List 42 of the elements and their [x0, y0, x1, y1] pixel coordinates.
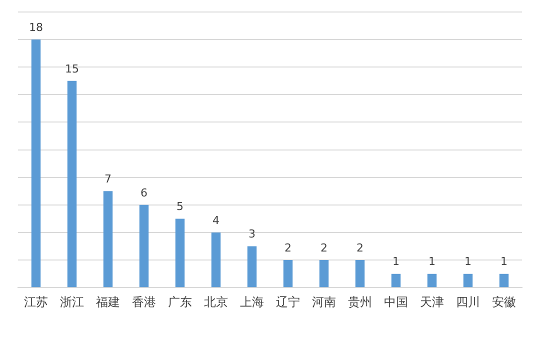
bar: [427, 274, 437, 288]
x-tick-label: 江苏: [24, 294, 48, 309]
x-tick-label: 河南: [312, 294, 336, 309]
x-tick-label: 安徽: [492, 294, 516, 309]
data-label: 2: [356, 241, 364, 254]
x-tick-label: 贵州: [348, 294, 372, 309]
data-label: 3: [248, 228, 256, 241]
bar: [175, 218, 185, 288]
data-label: 1: [428, 255, 436, 268]
x-tick-label: 浙江: [60, 294, 84, 309]
bar: [283, 260, 293, 288]
bar: [247, 246, 257, 288]
data-label: 5: [176, 200, 184, 214]
data-label: 1: [392, 255, 400, 268]
x-tick-label: 香港: [132, 294, 156, 309]
x-tick-label: 广东: [168, 294, 192, 309]
data-label: 4: [212, 214, 220, 227]
bar: [355, 260, 365, 288]
data-label: 18: [29, 20, 43, 34]
data-label: 1: [500, 255, 508, 268]
bar: [139, 204, 149, 288]
data-label: 2: [284, 241, 292, 254]
data-label: 15: [65, 62, 79, 76]
bar: [391, 274, 401, 288]
bar: [103, 191, 113, 288]
bar: [319, 260, 329, 288]
x-tick-label: 四川: [456, 294, 480, 309]
bar: [31, 40, 41, 288]
x-tick-label: 福建: [96, 294, 120, 309]
x-tick-label: 天津: [420, 294, 444, 309]
x-tick-label: 辽宁: [276, 294, 300, 309]
bar: [463, 274, 473, 288]
data-label: 1: [464, 255, 472, 268]
x-tick-label: 中国: [384, 294, 408, 309]
x-tick-label: 上海: [240, 294, 264, 309]
data-label: 2: [320, 241, 328, 254]
bar: [211, 232, 221, 288]
data-label: 7: [104, 172, 112, 186]
x-tick-label: 北京: [204, 294, 228, 309]
bar: [499, 274, 509, 288]
bar: [67, 80, 77, 288]
data-label: 6: [140, 186, 148, 200]
